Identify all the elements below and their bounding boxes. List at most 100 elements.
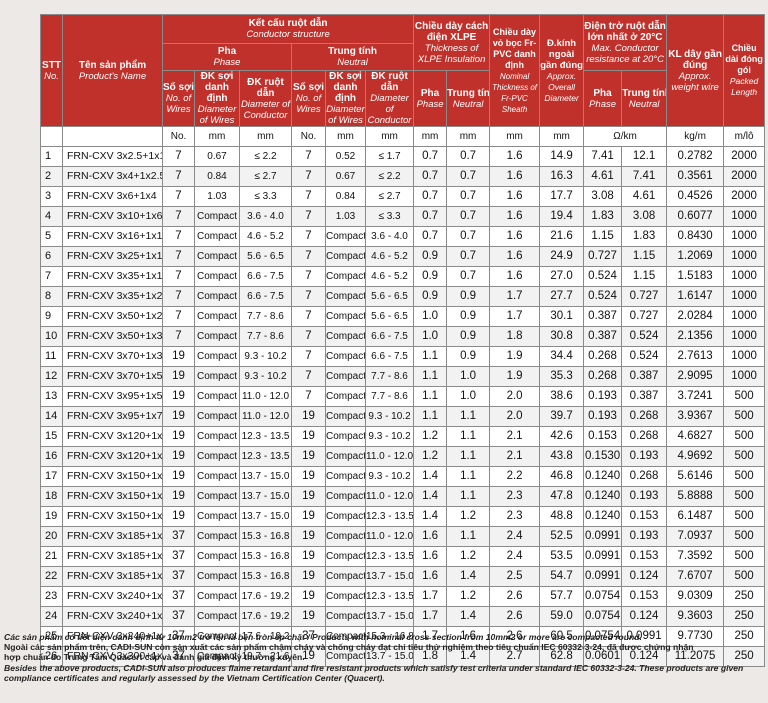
cell-neutral-cond-dia: ≤ 2.2: [364, 166, 415, 187]
cell-phase-wire-dia: Compact: [194, 506, 240, 527]
cell-phase-cond-dia: 15.3 - 16.8: [239, 526, 292, 547]
cell-product-name: FRN-CXV 3x150+1x120: [62, 506, 163, 527]
cell-xlpe-neutral: 0.7: [446, 186, 491, 207]
cell-neutral-wire-dia: 0.84: [325, 186, 366, 207]
cell-res-phase: 0.524: [583, 286, 623, 307]
unit-cell: mm: [413, 126, 448, 147]
cell-product-name: FRN-CXV 3x95+1x50: [62, 386, 163, 407]
cell-xlpe-neutral: 1.2: [446, 586, 491, 607]
cell-stt: 3: [40, 186, 63, 207]
cell-packed-length: 500: [723, 406, 766, 427]
cell-packed-length: 2000: [723, 166, 766, 187]
cell-neutral-wires: 7: [291, 306, 326, 327]
cell-phase-wires: 19: [162, 426, 195, 447]
cell-sheath: 2.1: [489, 426, 541, 447]
cell-neutral-wires: 7: [291, 286, 326, 307]
cell-neutral-wires: 19: [291, 506, 326, 527]
table-row: 2 FRN-CXV 3x4+1x2.5 7 0.84 ≤ 2.7 7 0.67 ≤ 2.2 0.…: [40, 166, 766, 187]
cell-neutral-wires: 19: [291, 546, 326, 567]
cell-overall-dia: 48.8: [539, 506, 585, 527]
cell-phase-cond-dia: 9.3 - 10.2: [239, 366, 292, 387]
unit-cell: Ω/km: [583, 126, 668, 147]
cell-xlpe-neutral: 1.1: [446, 406, 491, 427]
cell-product-name: FRN-CXV 3x185+1x120: [62, 546, 163, 567]
cell-neutral-cond-dia: 9.3 - 10.2: [364, 466, 415, 487]
cell-product-name: FRN-CXV 3x10+1x6: [62, 206, 163, 227]
header-structure: Kết cấu ruột dẫn Conductor structure: [161, 14, 415, 44]
cell-neutral-wires: 7: [291, 386, 326, 407]
cell-neutral-wires: 19: [291, 446, 326, 467]
cell-neutral-cond-dia: 9.3 - 10.2: [364, 426, 415, 447]
header-phase-wire-dia: ĐK sợi danh định Diameter of Wires: [194, 70, 240, 127]
cell-xlpe-neutral: 0.9: [446, 346, 491, 367]
cell-phase-wires: 37: [162, 626, 195, 647]
cell-xlpe-phase: 0.9: [413, 246, 448, 267]
cell-overall-dia: 60.5: [539, 626, 585, 647]
cell-res-neutral: 1.15: [621, 266, 668, 287]
cell-res-neutral: 0.387: [621, 386, 668, 407]
cell-overall-dia: 43.8: [539, 446, 585, 467]
cell-res-neutral: 1.15: [621, 246, 668, 267]
cell-phase-wire-dia: Compact: [194, 346, 240, 367]
note-line: hợp chuẩn do Trung Tâm Quacert cấp và đá…: [4, 652, 305, 663]
cell-sheath: 1.9: [489, 346, 541, 367]
cell-packed-length: 500: [723, 466, 766, 487]
cell-neutral-wires: 7: [291, 246, 326, 267]
cell-res-neutral: 0.727: [621, 286, 668, 307]
cell-packed-length: 1000: [723, 346, 766, 367]
cell-xlpe-phase: 0.7: [413, 166, 448, 187]
cell-phase-wire-dia: Compact: [194, 426, 240, 447]
table-row: 10 FRN-CXV 3x50+1x35 7 Compact 7.7 - 8.6 7 Com…: [40, 326, 766, 347]
cell-neutral-cond-dia: 3.6 - 4.0: [364, 226, 415, 247]
cell-phase-cond-dia: 7.7 - 8.6: [239, 306, 292, 327]
cell-stt: 22: [40, 566, 63, 587]
cell-stt: 20: [40, 526, 63, 547]
cell-phase-wires: 37: [162, 586, 195, 607]
cell-neutral-wire-dia: Compact: [325, 546, 366, 567]
cell-sheath: 2.6: [489, 586, 541, 607]
cell-sheath: 2.0: [489, 406, 541, 427]
cell-res-neutral: 0.124: [621, 566, 668, 587]
cell-neutral-wires: 19: [291, 566, 326, 587]
cell-phase-cond-dia: 13.7 - 15.0: [239, 506, 292, 527]
cell-product-name: FRN-CXV 3x185+1x95: [62, 526, 163, 547]
cell-stt: 17: [40, 466, 63, 487]
cell-neutral-wire-dia: Compact: [325, 466, 366, 487]
cell-product-name: FRN-CXV 3x16+1x10: [62, 226, 163, 247]
cell-neutral-wire-dia: Compact: [325, 266, 366, 287]
unit-cell: No.: [162, 126, 195, 147]
cell-xlpe-neutral: 1.6: [446, 626, 491, 647]
cell-overall-dia: 46.8: [539, 466, 585, 487]
cell-res-phase: 0.268: [583, 346, 623, 367]
cell-xlpe-neutral: 1.0: [446, 386, 491, 407]
cell-product-name: FRN-CXV 3x120+1x95: [62, 446, 163, 467]
cell-stt: 13: [40, 386, 63, 407]
cell-res-phase: 1.83: [583, 206, 623, 227]
cell-product-name: FRN-CXV 3x6+1x4: [62, 186, 163, 207]
cell-overall-dia: 54.7: [539, 566, 585, 587]
cell-phase-cond-dia: 4.6 - 5.2: [239, 226, 292, 247]
cell-packed-length: 500: [723, 446, 766, 467]
cell-res-neutral: 0.193: [621, 446, 668, 467]
cell-xlpe-neutral: 1.4: [446, 566, 491, 587]
cell-neutral-cond-dia: 5.6 - 6.5: [364, 286, 415, 307]
cell-phase-wire-dia: 0.67: [194, 146, 240, 167]
cell-neutral-cond-dia: ≤ 3.3: [364, 206, 415, 227]
header-weight: KL dây gần đúng Approx. weight wire: [666, 14, 725, 127]
cell-phase-cond-dia: 15.3 - 16.8: [239, 546, 292, 567]
cell-res-phase: 0.1240: [583, 466, 623, 487]
cell-sheath: 2.7: [489, 646, 541, 667]
cell-neutral-wire-dia: Compact: [325, 426, 366, 447]
cell-xlpe-phase: 1.4: [413, 506, 448, 527]
cell-product-name: FRN-CXV 3x25+1x16: [62, 246, 163, 267]
cell-xlpe-neutral: 0.9: [446, 306, 491, 327]
cell-weight: 3.9367: [666, 406, 725, 427]
cell-neutral-cond-dia: 11.0 - 12.0: [364, 526, 415, 547]
cell-packed-length: 2000: [723, 186, 766, 207]
cell-neutral-cond-dia: 12.3 - 13.5: [364, 546, 415, 567]
unit-cell: No.: [291, 126, 326, 147]
